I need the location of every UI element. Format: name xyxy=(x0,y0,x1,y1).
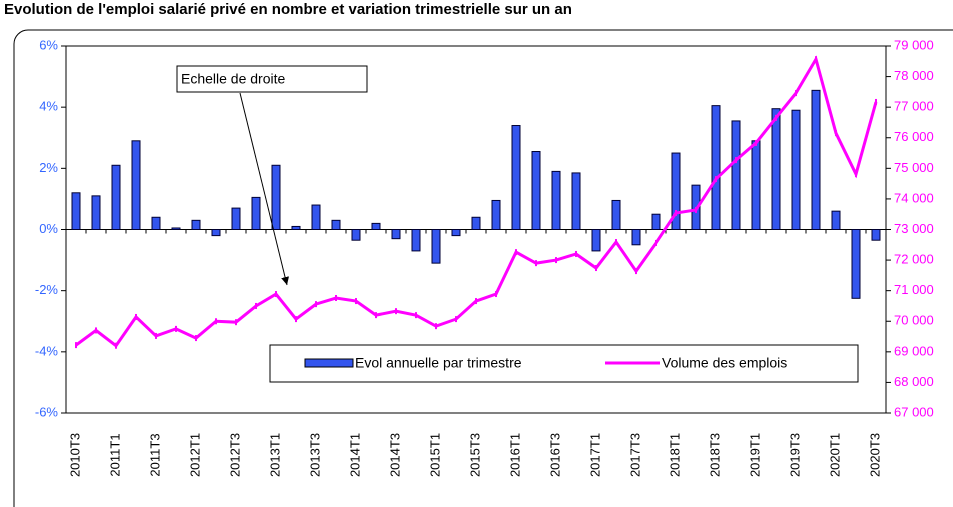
bar xyxy=(771,108,781,230)
bar xyxy=(71,192,81,231)
y2-tick-label: 76 000 xyxy=(894,129,934,144)
y2-tick-label: 70 000 xyxy=(894,313,934,328)
y-tick-label: -4% xyxy=(35,343,59,358)
bar xyxy=(411,229,421,252)
bar xyxy=(271,164,281,230)
bar xyxy=(191,219,201,230)
y-tick-label: 4% xyxy=(39,99,58,114)
y2-tick-label: 77 000 xyxy=(894,99,934,114)
bar xyxy=(291,225,301,230)
bar xyxy=(171,227,181,231)
x-tick-label: 2012T1 xyxy=(187,433,202,477)
y2-tick-label: 72 000 xyxy=(894,252,934,267)
legend-label: Volume des emplois xyxy=(662,355,787,371)
bar xyxy=(131,140,141,230)
bar xyxy=(491,199,501,230)
y2-tick-label: 73 000 xyxy=(894,221,934,236)
bar xyxy=(671,152,681,231)
y2-tick-label: 69 000 xyxy=(894,343,934,358)
x-tick-label: 2014T1 xyxy=(347,433,362,477)
x-tick-label: 2020T3 xyxy=(867,433,882,477)
chart-title: Evolution de l'emploi salarié privé en n… xyxy=(4,1,572,18)
bar xyxy=(651,213,661,230)
bar xyxy=(731,120,741,230)
bar xyxy=(211,229,221,237)
bar xyxy=(531,151,541,230)
bar xyxy=(551,170,561,230)
y2-tick-label: 74 000 xyxy=(894,190,934,205)
bar xyxy=(791,109,801,230)
x-tick-label: 2016T1 xyxy=(507,433,522,477)
bar xyxy=(91,195,101,231)
x-tick-label: 2012T3 xyxy=(227,433,242,477)
bar xyxy=(231,207,241,230)
bar xyxy=(431,229,441,264)
bar xyxy=(371,222,381,230)
frame xyxy=(13,29,953,507)
x-tick-label: 2017T3 xyxy=(627,433,642,477)
x-tick-label: 2018T1 xyxy=(667,433,682,477)
x-tick-label: 2010T3 xyxy=(67,433,82,477)
y2-tick-label: 79 000 xyxy=(894,37,934,52)
legend-swatch xyxy=(304,358,354,368)
bar xyxy=(571,172,581,231)
legend xyxy=(269,344,859,383)
bar xyxy=(831,210,841,230)
bar xyxy=(251,196,261,230)
x-tick-label: 2013T3 xyxy=(307,433,322,477)
y-tick-label: -2% xyxy=(35,282,59,297)
x-tick-label: 2011T3 xyxy=(147,433,162,476)
bar xyxy=(511,125,521,230)
annotation: Echelle de droite xyxy=(181,71,286,87)
x-tick-label: 2013T1 xyxy=(267,433,282,477)
y2-tick-label: 71 000 xyxy=(894,282,934,297)
bar xyxy=(751,140,761,230)
y2-tick-label: 78 000 xyxy=(894,68,934,83)
bar xyxy=(331,219,341,230)
bar xyxy=(471,216,481,230)
y2-tick-label: 75 000 xyxy=(894,160,934,175)
bar xyxy=(311,204,321,231)
y-tick-label: -6% xyxy=(35,404,59,419)
annotation-box xyxy=(176,65,368,93)
bar xyxy=(871,229,881,241)
bar xyxy=(111,164,121,230)
bar xyxy=(591,229,601,252)
x-tick-label: 2015T3 xyxy=(467,433,482,477)
x-tick-label: 2017T1 xyxy=(587,433,602,477)
bar xyxy=(151,216,161,230)
bar xyxy=(811,89,821,230)
bar xyxy=(351,229,361,241)
annotation-arrow xyxy=(239,92,289,286)
y-tick-label: 0% xyxy=(39,221,58,236)
y2-tick-label: 68 000 xyxy=(894,374,934,389)
bar xyxy=(711,105,721,230)
x-tick-label: 2015T1 xyxy=(427,433,442,477)
y2-tick-label: 67 000 xyxy=(894,404,934,419)
x-tick-label: 2011T1 xyxy=(107,433,122,476)
bar xyxy=(851,229,861,299)
x-tick-label: 2016T3 xyxy=(547,433,562,477)
y-tick-label: 6% xyxy=(39,37,58,52)
x-tick-label: 2019T1 xyxy=(747,433,762,477)
x-tick-label: 2018T3 xyxy=(707,433,722,477)
legend-label: Evol annuelle par trimestre xyxy=(355,355,522,371)
y-tick-label: 2% xyxy=(39,160,58,175)
x-tick-label: 2014T3 xyxy=(387,433,402,477)
bar xyxy=(631,229,641,246)
x-tick-label: 2019T3 xyxy=(787,433,802,477)
bar xyxy=(611,199,621,230)
x-tick-label: 2020T1 xyxy=(827,433,842,477)
bar xyxy=(391,229,401,240)
bar xyxy=(451,229,461,237)
